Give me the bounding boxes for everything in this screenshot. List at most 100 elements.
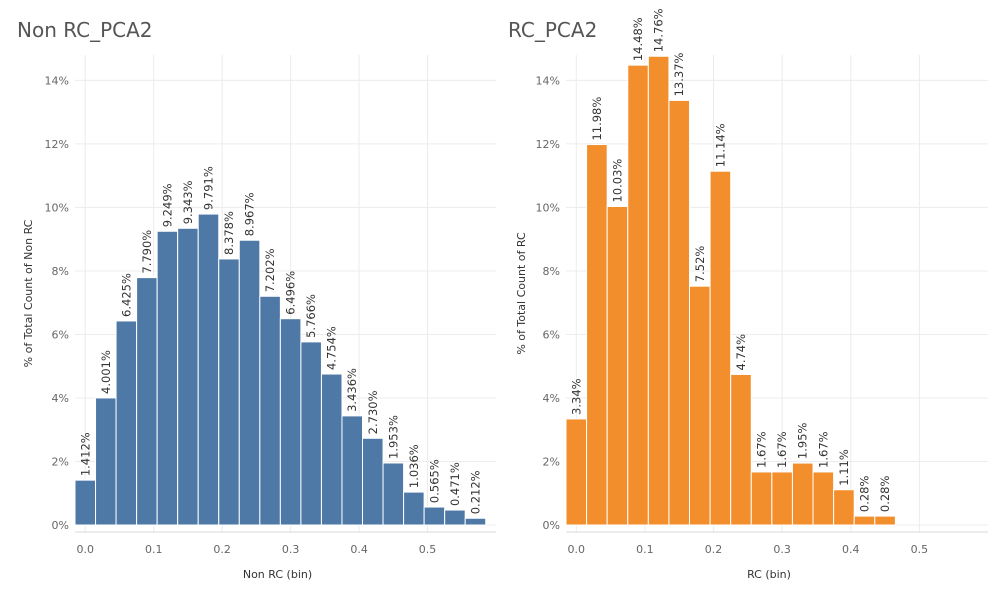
right-x-axis-title: RC (bin) <box>747 568 791 581</box>
left-ytick-label: 2% <box>52 455 69 468</box>
left-bar-label: 8.378% <box>222 211 236 255</box>
right-bar <box>565 418 588 526</box>
right-bar-label: 1.67% <box>775 431 789 468</box>
left-xtick-label: 0.5 <box>419 543 437 556</box>
right-ytick-label: 10% <box>536 201 560 214</box>
left-ytick-label: 14% <box>45 74 69 87</box>
left-bar-label: 9.791% <box>201 166 215 210</box>
right-bar-label: 10.03% <box>610 159 624 203</box>
right-xtick-label: 0.5 <box>911 543 929 556</box>
left-bar <box>464 517 487 526</box>
left-bar <box>218 258 240 526</box>
right-ytick-label: 6% <box>543 328 560 341</box>
left-ytick-label: 6% <box>52 328 69 341</box>
right-xtick-label: 0.0 <box>568 543 586 556</box>
left-xtick-label: 0.1 <box>145 543 163 556</box>
left-bar-label: 1.953% <box>386 415 400 459</box>
left-bar-label: 2.730% <box>366 390 380 434</box>
left-bar-label: 0.565% <box>427 459 441 503</box>
left-bar <box>423 506 446 526</box>
right-bar-label: 14.76% <box>652 8 666 52</box>
left-chart-title: Non RC_PCA2 <box>17 18 153 42</box>
right-bar <box>874 515 896 526</box>
left-bar-label: 6.425% <box>119 273 133 317</box>
left-bar-label: 8.967% <box>243 192 257 236</box>
left-bar <box>444 509 466 526</box>
left-xtick-label: 0.0 <box>77 543 95 556</box>
right-bar-label: 0.28% <box>857 476 871 513</box>
right-ytick-label: 12% <box>536 138 560 151</box>
left-xtick-label: 0.2 <box>213 543 231 556</box>
right-bar-label: 1.95% <box>796 422 810 459</box>
left-ytick-label: 12% <box>45 138 69 151</box>
right-bar-label: 11.98% <box>590 97 604 141</box>
right-bar-label: 13.37% <box>672 52 686 96</box>
right-bar <box>647 55 670 526</box>
right-bar <box>730 373 752 526</box>
left-bar-label: 9.249% <box>160 183 174 227</box>
left-ytick-label: 4% <box>52 392 69 405</box>
right-bar-label: 7.52% <box>693 246 707 283</box>
left-bar <box>156 230 179 526</box>
left-ytick-label: 0% <box>52 519 69 532</box>
left-bar-label: 7.790% <box>140 230 154 274</box>
left-y-axis-title: % of Total Count of Non RC <box>22 219 35 367</box>
left-bar <box>238 239 261 526</box>
left-bar <box>320 373 343 526</box>
right-ytick-label: 0% <box>543 519 560 532</box>
left-bar-label: 3.436% <box>345 368 359 412</box>
right-bar <box>627 64 649 526</box>
right-bar-label: 1.11% <box>837 449 851 486</box>
right-xtick-label: 0.1 <box>636 543 654 556</box>
left-bar <box>279 318 302 526</box>
right-bar <box>689 285 711 526</box>
right-y-axis-title: % of Total Count of RC <box>515 232 528 355</box>
right-ytick-label: 14% <box>536 74 560 87</box>
left-xtick-label: 0.4 <box>350 543 368 556</box>
left-bar <box>382 462 405 526</box>
left-bar-label: 4.001% <box>99 350 113 394</box>
right-bar-label: 1.67% <box>755 431 769 468</box>
right-bar-label: 3.34% <box>569 378 583 415</box>
left-bar-label: 0.471% <box>448 462 462 506</box>
right-bar <box>668 99 691 526</box>
right-bar-label: 0.28% <box>878 476 892 513</box>
right-bar <box>791 462 814 526</box>
right-bar-label: 11.14% <box>713 123 727 167</box>
left-bar <box>341 415 364 526</box>
left-bar-label: 0.212% <box>468 470 482 514</box>
left-bar <box>95 397 117 526</box>
right-bar-label: 14.48% <box>631 17 645 61</box>
right-bar <box>833 489 855 526</box>
left-bar <box>197 213 220 526</box>
right-bar <box>812 471 835 526</box>
right-xtick-label: 0.4 <box>842 543 860 556</box>
left-bar <box>300 341 322 526</box>
left-bar <box>177 227 199 526</box>
right-xtick-label: 0.2 <box>705 543 723 556</box>
right-bar-label: 4.74% <box>734 334 748 371</box>
left-bar <box>259 295 281 526</box>
left-bar <box>362 437 384 526</box>
left-bar <box>74 479 97 526</box>
right-bar <box>771 471 793 526</box>
right-bar <box>750 471 773 526</box>
left-bar-label: 1.412% <box>78 432 92 476</box>
right-bar <box>586 144 608 526</box>
left-bar-label: 5.766% <box>304 294 318 338</box>
left-bar-label: 9.343% <box>181 180 195 224</box>
left-bar-label: 6.496% <box>284 271 298 315</box>
right-bar <box>709 170 732 526</box>
left-bar <box>136 277 158 526</box>
left-ytick-label: 10% <box>45 201 69 214</box>
left-ytick-label: 8% <box>52 265 69 278</box>
left-bar <box>115 320 138 526</box>
right-chart-title: RC_PCA2 <box>508 18 598 42</box>
right-ytick-label: 2% <box>543 455 560 468</box>
left-bar <box>403 491 425 526</box>
right-bar <box>853 515 876 526</box>
left-bar-label: 4.754% <box>325 326 339 370</box>
left-x-axis-title: Non RC (bin) <box>243 568 312 581</box>
right-ytick-label: 4% <box>543 392 560 405</box>
